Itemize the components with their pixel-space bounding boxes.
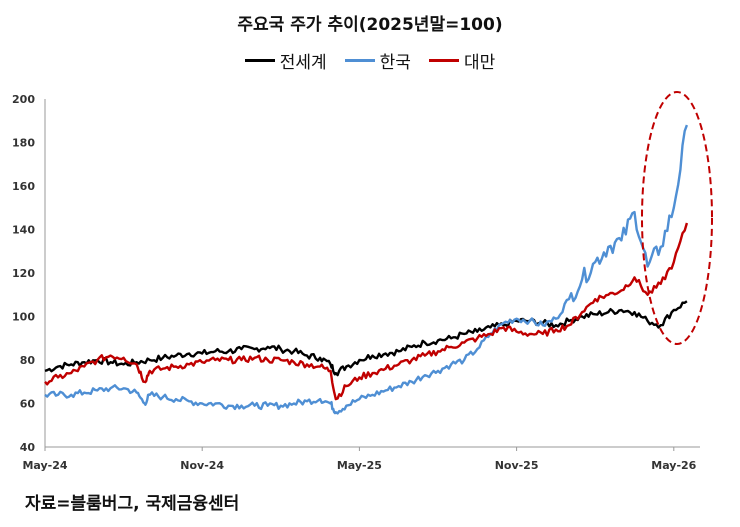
x-tick-label: May-26 bbox=[651, 459, 696, 472]
x-tick-label: May-24 bbox=[22, 459, 67, 472]
source-note: 자료=블룸버그, 국제금융센터 bbox=[25, 494, 240, 514]
y-tick-label: 60 bbox=[20, 398, 36, 411]
y-tick-label: 120 bbox=[12, 267, 35, 280]
legend-swatch bbox=[428, 59, 459, 62]
x-tick-label: Nov-24 bbox=[180, 459, 224, 472]
y-tick-label: 80 bbox=[20, 354, 36, 367]
y-tick-label: 100 bbox=[12, 311, 35, 324]
legend-swatch bbox=[244, 59, 275, 62]
legend: 전세계 한국 대만 bbox=[0, 48, 740, 73]
legend-label: 대만 bbox=[463, 53, 496, 73]
x-tick-label: May-25 bbox=[337, 459, 382, 472]
y-tick-label: 160 bbox=[12, 180, 35, 193]
y-tick-label: 180 bbox=[12, 137, 35, 150]
highlight-ellipse bbox=[641, 91, 713, 345]
y-tick-label: 140 bbox=[12, 224, 35, 237]
series-line-1 bbox=[44, 300, 688, 377]
legend-label: 한국 bbox=[379, 53, 411, 73]
y-tick-label: 200 bbox=[12, 93, 35, 106]
y-tick-label: 40 bbox=[20, 441, 36, 454]
legend-item-2: 한국 bbox=[344, 48, 411, 73]
legend-swatch bbox=[344, 59, 375, 62]
legend-item-3: 대만 bbox=[428, 48, 496, 73]
legend-label: 전세계 bbox=[279, 53, 327, 73]
series-line-3 bbox=[44, 222, 689, 401]
x-tick-label: Nov-25 bbox=[495, 459, 539, 472]
legend-item-1: 전세계 bbox=[244, 48, 327, 73]
chart-title: 주요국 주가 추이(2025년말=100) bbox=[237, 15, 503, 35]
series-line-2 bbox=[44, 124, 689, 415]
